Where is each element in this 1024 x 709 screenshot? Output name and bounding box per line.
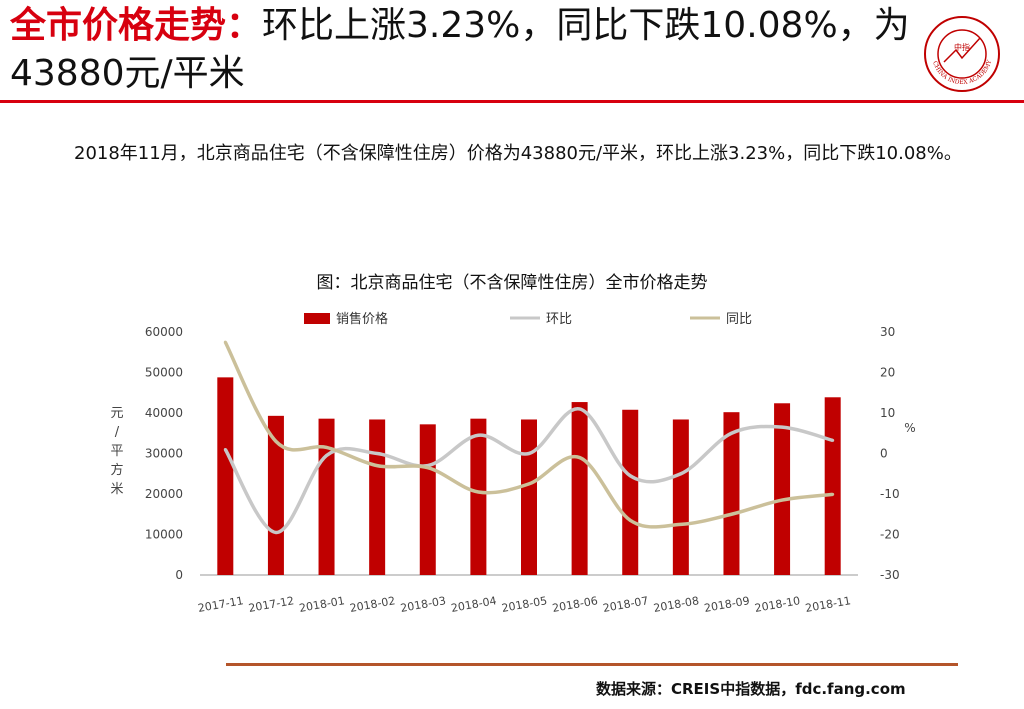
y-tick-label: 30000 — [145, 447, 183, 461]
x-tick-label: 2018-06 — [551, 594, 599, 615]
bar-2018-01 — [318, 418, 335, 575]
chart-title: 图：北京商品住宅（不含保障性住房）全市价格走势 — [317, 273, 708, 293]
bar-2017-12 — [267, 415, 284, 575]
x-tick-label: 2018-09 — [703, 594, 751, 615]
x-tick-label: 2018-10 — [754, 594, 802, 615]
line-point-0-6 — [527, 452, 531, 455]
line-point-0-5 — [476, 433, 480, 437]
x-tick-label: 2018-04 — [450, 594, 498, 615]
bar-2018-03 — [419, 424, 436, 575]
summary-text: 2018年11月，北京商品住宅（不含保障性住房）价格为43880元/平米，环比上… — [74, 143, 962, 164]
line-point-1-7 — [578, 456, 582, 460]
x-tick-label: 2018-05 — [501, 594, 549, 615]
line-point-0-2 — [325, 454, 329, 458]
y-tick-label: 60000 — [145, 325, 183, 339]
legend-label-0: 销售价格 — [336, 311, 388, 327]
y-right-tick-label: -20 — [880, 528, 900, 542]
bar-2018-08 — [672, 419, 689, 575]
legend-label-2: 同比 — [726, 312, 752, 327]
data-source: 数据来源：CREIS中指数据，fdc.fang.com — [596, 680, 906, 698]
logo-center-text: 中指 — [954, 42, 970, 52]
line-point-1-1 — [274, 439, 278, 443]
x-tick-label: 2018-03 — [399, 594, 447, 615]
line-point-1-2 — [325, 445, 329, 449]
line-point-1-6 — [527, 482, 531, 486]
y-tick-label: 0 — [175, 568, 183, 582]
legend-label-1: 环比 — [546, 312, 572, 327]
title-rest: 环比上涨3.23%，同比下跌10.08%，为43880元/平米 — [10, 5, 910, 94]
x-tick-label: 2018-08 — [652, 594, 700, 615]
line-point-1-9 — [679, 522, 683, 526]
line-point-1-5 — [476, 490, 480, 494]
bar-2018-09 — [723, 412, 740, 575]
line-point-0-9 — [679, 472, 683, 476]
line-point-1-4 — [426, 466, 430, 470]
title-divider — [0, 100, 1024, 103]
summary-paragraph: 2018年11月，北京商品住宅（不含保障性住房）价格为43880元/平米，环比上… — [38, 134, 998, 174]
line-series-0 — [223, 407, 834, 535]
x-tick-label: 2017-11 — [197, 594, 245, 615]
page-title: 全市价格走势：环比上涨3.23%，同比下跌10.08%，为43880元/平米 — [10, 2, 910, 98]
y-right-tick-label: 30 — [880, 325, 895, 339]
line-point-1-0 — [223, 340, 227, 344]
bar-2018-02 — [369, 419, 386, 575]
line-point-0-8 — [628, 474, 632, 478]
y-tick-label: 20000 — [145, 487, 183, 501]
line-point-0-10 — [729, 431, 733, 435]
china-index-academy-logo: 中指 CHINA INDEX ACADEMY — [924, 16, 1000, 92]
y-right-axis-label: % — [904, 421, 915, 435]
y-tick-label: 40000 — [145, 406, 183, 420]
line-point-0-0 — [223, 447, 227, 451]
x-tick-label: 2018-07 — [602, 594, 650, 615]
line-point-1-12 — [831, 492, 835, 496]
line-point-0-11 — [780, 425, 784, 429]
y-tick-label: 10000 — [145, 528, 183, 542]
y-right-tick-label: -30 — [880, 568, 900, 582]
x-tick-label: 2018-02 — [349, 594, 397, 615]
bar-2017-11 — [217, 377, 234, 575]
line-point-0-3 — [375, 452, 379, 455]
x-tick-label: 2018-01 — [298, 594, 346, 615]
x-tick-label: 2017-12 — [248, 594, 296, 615]
y-right-tick-label: 10 — [880, 406, 895, 420]
legend-swatch-0 — [304, 313, 330, 324]
bar-2018-11 — [824, 397, 841, 575]
title-highlight: 全市价格走势： — [10, 5, 263, 46]
y-right-tick-label: 0 — [880, 447, 888, 461]
line-point-0-7 — [578, 407, 582, 411]
footer-divider — [226, 663, 958, 666]
x-tick-label: 2018-11 — [804, 594, 852, 615]
line-point-1-11 — [780, 498, 784, 502]
y-axis-label: 元/平方米 — [110, 406, 123, 497]
bar-2018-04 — [470, 418, 487, 575]
line-point-0-1 — [274, 530, 278, 534]
line-point-1-10 — [729, 512, 733, 516]
y-right-tick-label: 20 — [880, 366, 895, 380]
line-point-1-8 — [628, 518, 632, 522]
bar-2018-10 — [774, 403, 791, 575]
bar-2018-05 — [521, 419, 537, 575]
bar-2018-07 — [622, 409, 639, 575]
bar-2018-06 — [571, 402, 588, 575]
y-tick-label: 50000 — [145, 366, 183, 380]
y-right-tick-label: -10 — [880, 487, 900, 501]
line-point-0-12 — [831, 438, 835, 442]
line-point-1-3 — [375, 464, 379, 468]
